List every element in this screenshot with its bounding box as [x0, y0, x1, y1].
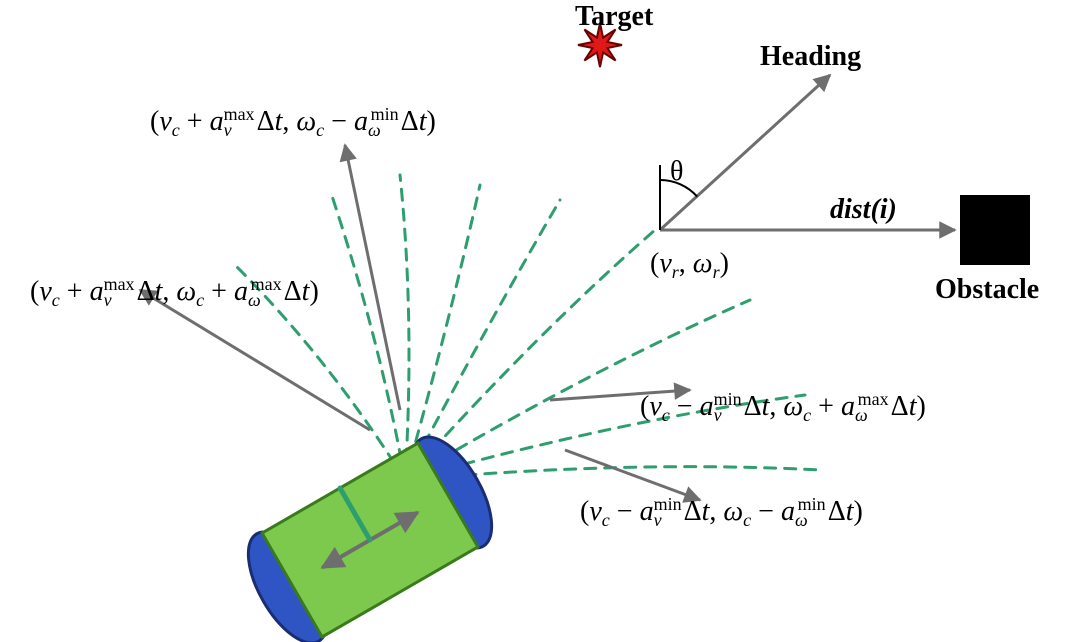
label-dist: dist(i): [830, 194, 897, 225]
robot: [232, 425, 507, 642]
trajectory-fan: [235, 175, 820, 480]
label-vr-wr: (vr, ωr): [650, 248, 729, 282]
trajectory-1: [330, 190, 405, 480]
label-theta: θ: [670, 156, 683, 187]
heading-arrow: [660, 75, 830, 230]
formula-lower-right-inner: (vc − avminΔt, ωc + aωmaxΔt): [640, 389, 926, 425]
param-arrow-upper_left_inner: [345, 145, 400, 410]
label-obstacle: Obstacle: [935, 274, 1039, 305]
obstacle-block: [960, 195, 1030, 265]
trajectory-3: [405, 185, 480, 480]
param-arrow-upper_left_outer: [140, 290, 370, 430]
formula-upper-left-inner: (vc + avmaxΔt, ωc − aωminΔt): [150, 104, 436, 140]
formula-lower-right-outer: (vc − avminΔt, ωc − aωminΔt): [580, 494, 863, 530]
label-heading: Heading: [760, 41, 861, 72]
formula-upper-left-outer: (vc + avmaxΔt, ωc + aωmaxΔt): [30, 274, 319, 310]
dwa-diagram: Target Heading Obstacle dist(i) θ (vr, ωr) (vc…: [0, 0, 1080, 642]
trajectory-2: [400, 175, 409, 480]
coord-system: [660, 75, 955, 230]
param-arrow-lower_right_outer: [565, 450, 700, 500]
label-target: Target: [575, 1, 654, 32]
